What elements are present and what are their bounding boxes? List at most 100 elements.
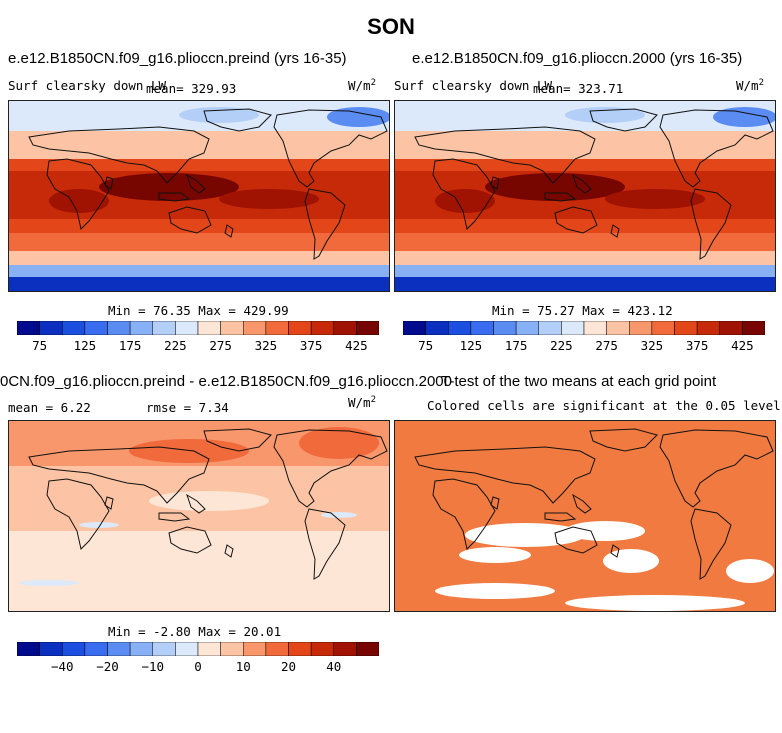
field-region (395, 131, 775, 159)
colorbar-swatch (515, 321, 539, 335)
coastline (544, 192, 577, 202)
panel3-minmax: Min = -2.80 Max = 20.01 (108, 624, 282, 639)
coastline (168, 526, 212, 554)
panel4-map (394, 420, 776, 612)
field-region (485, 173, 625, 201)
coastline (203, 428, 272, 452)
panel4-subtitle: Colored cells are significant at the 0.0… (427, 398, 781, 413)
colorbar-swatch (333, 642, 357, 656)
colorbar-tick-label: 75 (32, 338, 48, 353)
colorbar-swatch (696, 321, 720, 335)
field-region (435, 189, 495, 213)
colorbar-tick-label: 75 (418, 338, 434, 353)
panel2-colorbar (403, 321, 765, 335)
field-region (9, 531, 389, 611)
coastline (690, 188, 732, 260)
coastline (304, 188, 346, 260)
panel1-minmax: Min = 76.35 Max = 429.99 (108, 303, 289, 318)
coastline (572, 173, 592, 194)
colorbar-tick-label: 225 (550, 338, 573, 353)
panel1-map (8, 100, 390, 292)
coastline (414, 446, 596, 504)
colorbar-tick-label: 125 (459, 338, 483, 353)
coastline (610, 544, 620, 558)
colorbar-swatch (220, 642, 244, 656)
panel1-variable: Surf clearsky down LW (8, 78, 167, 93)
coastline (659, 429, 774, 508)
panel2-variable: Surf clearsky down LW (394, 78, 553, 93)
panel3-title: 0CN.f09_g16.plioccn.preind - e.e12.B1850… (0, 373, 452, 390)
field-region (9, 265, 389, 277)
colorbar-swatch (17, 321, 40, 335)
colorbar-swatch (62, 642, 86, 656)
colorbar-swatch (606, 321, 630, 335)
page-title: SON (367, 14, 415, 39)
coastline (414, 126, 596, 184)
colorbar-swatch (84, 642, 108, 656)
colorbar-tick-label: 175 (118, 338, 142, 353)
colorbar-swatch (107, 642, 131, 656)
colorbar-swatch (220, 321, 244, 335)
coastline (28, 446, 210, 504)
colorbar-swatch (129, 642, 153, 656)
colorbar-swatch (356, 321, 379, 335)
coastline (46, 158, 110, 230)
field-region (9, 131, 389, 159)
coastline (659, 109, 774, 188)
coastline (304, 508, 346, 580)
colorbar-tick-label: 375 (299, 338, 323, 353)
map4-plot (395, 421, 775, 611)
colorbar-swatch (425, 321, 449, 335)
colorbar-tick-label: 275 (209, 338, 232, 353)
colorbar-swatch (107, 321, 131, 335)
colorbar-tick-label: 375 (685, 338, 709, 353)
colorbar-swatch (39, 321, 63, 335)
coastline (490, 496, 500, 510)
colorbar-swatch (197, 642, 221, 656)
colorbar-swatch (265, 642, 289, 656)
panel1-title: e.e12.B1850CN.f09_g16.plioccn.preind (yr… (8, 50, 347, 67)
panel1-mean: mean= 329.93 (146, 81, 237, 96)
colorbar-swatch (629, 321, 653, 335)
coastline (158, 192, 191, 202)
coastline (610, 224, 620, 238)
field-region (149, 491, 269, 511)
field-region (49, 189, 109, 213)
field-region (713, 107, 775, 127)
coastline (186, 493, 206, 514)
colorbar-swatch (152, 642, 176, 656)
coastline (224, 224, 234, 238)
colorbar-swatch (651, 321, 675, 335)
colorbar-tick-label: 425 (731, 338, 754, 353)
coastline (203, 108, 272, 132)
colorbar-swatch (197, 321, 221, 335)
field-region (321, 512, 357, 518)
map3-plot (9, 421, 389, 611)
colorbar-tick-label: 125 (73, 338, 97, 353)
coastline (224, 544, 234, 558)
colorbar-swatch (62, 321, 86, 335)
coastline (28, 126, 210, 184)
colorbar-tick-label: −20 (96, 659, 119, 674)
coastline (273, 109, 388, 188)
colorbar-swatch (84, 321, 108, 335)
coastline (432, 478, 496, 550)
panel1-units: W/m2 (348, 78, 376, 94)
coastline (490, 176, 500, 190)
panel2-title: e.e12.B1850CN.f09_g16.plioccn.2000 (yrs … (412, 50, 743, 67)
panel1-colorbar (17, 321, 379, 335)
field-region (395, 233, 775, 251)
colorbar-swatch (403, 321, 426, 335)
colorbar-swatch (470, 321, 494, 335)
panel2-units: W/m2 (736, 78, 764, 94)
field-region (129, 439, 249, 463)
field-region (565, 107, 645, 123)
panel3-mean: mean = 6.22 (8, 400, 91, 415)
colorbar-swatch (310, 642, 334, 656)
panel2-map (394, 100, 776, 292)
colorbar-swatch (561, 321, 585, 335)
panel4-title: T-test of the two means at each grid poi… (441, 373, 717, 390)
colorbar-swatch (288, 642, 312, 656)
coastline (432, 158, 496, 230)
colorbar-tick-label: 175 (504, 338, 528, 353)
